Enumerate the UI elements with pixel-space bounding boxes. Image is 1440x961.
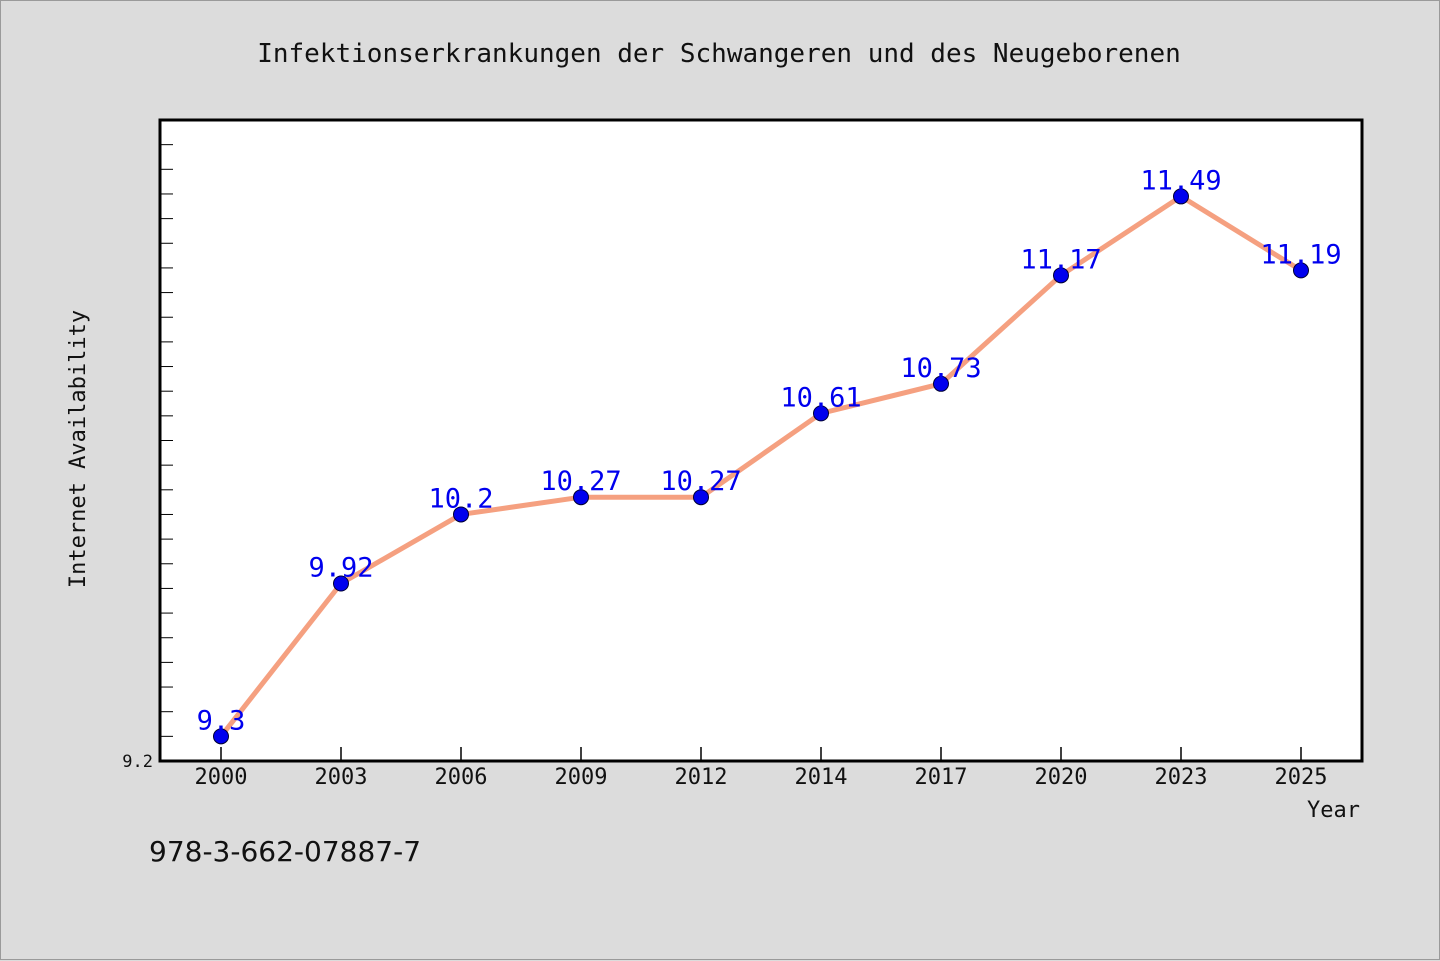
chart-title: Infektionserkrankungen der Schwangeren u… [257, 39, 1181, 69]
y-axis-label: Internet Availability [66, 310, 91, 588]
x-tick-label: 2006 [435, 765, 488, 790]
data-point [213, 728, 229, 745]
data-point [693, 489, 709, 506]
x-tick-label: 2000 [195, 765, 248, 790]
series-line [218, 193, 1304, 739]
x-tick-label: 2009 [555, 765, 608, 790]
data-label: 11.17 [1020, 244, 1101, 275]
plot-area [158, 118, 1364, 763]
x-tick-label: 2014 [795, 765, 848, 790]
x-axis-ticks [220, 747, 1302, 761]
data-point [933, 375, 949, 392]
data-label: 10.61 [780, 382, 861, 413]
data-label: 11.19 [1260, 239, 1341, 270]
data-label: 9.92 [308, 552, 373, 583]
data-label: 9.3 [197, 705, 246, 736]
data-point [333, 575, 349, 592]
data-label: 10.27 [660, 466, 741, 497]
data-point [1173, 188, 1189, 205]
data-labels: 9.3 9.92 10.2 10.27 10.27 10.61 10.73 11.17 11.4… [197, 165, 1342, 736]
data-point [813, 405, 829, 422]
data-label: 10.27 [540, 466, 621, 497]
data-label: 10.73 [900, 353, 981, 384]
isbn-footer: 978-3-662-07887-7 [149, 835, 422, 868]
x-tick-label: 2025 [1275, 765, 1328, 790]
y-tick-label: 9.2 [122, 752, 153, 772]
x-tick-label: 2003 [315, 765, 368, 790]
y-axis-ticks [160, 144, 173, 737]
data-point [1053, 267, 1069, 284]
data-markers [213, 188, 1309, 745]
data-point [573, 489, 589, 506]
data-point [1293, 262, 1309, 279]
x-tick-labels: 2000 2003 2006 2009 2012 2014 2017 2020 2023 2025 [195, 765, 1328, 790]
x-tick-label: 2020 [1035, 765, 1088, 790]
data-label: 10.2 [428, 483, 493, 514]
x-axis-label: Year [1307, 798, 1360, 823]
data-label: 11.49 [1140, 165, 1221, 196]
x-tick-label: 2012 [675, 765, 728, 790]
x-tick-label: 2017 [915, 765, 968, 790]
x-tick-label: 2023 [1155, 765, 1208, 790]
data-point [453, 506, 469, 523]
